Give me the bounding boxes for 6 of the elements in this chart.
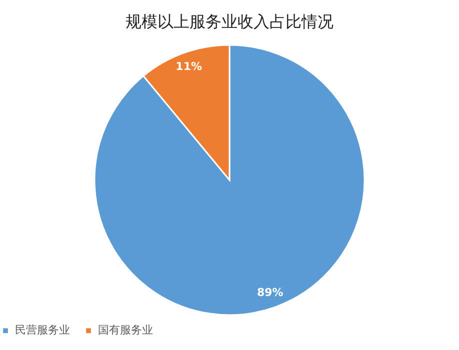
pie-slice: [94, 44, 366, 316]
data-label: 11%: [176, 60, 202, 74]
chart-title: 规模以上服务业收入占比情况: [126, 12, 334, 31]
legend-label: 民营服务业: [15, 324, 70, 337]
data-label: 89%: [256, 286, 284, 299]
legend-label: 国有服务业: [98, 324, 153, 337]
